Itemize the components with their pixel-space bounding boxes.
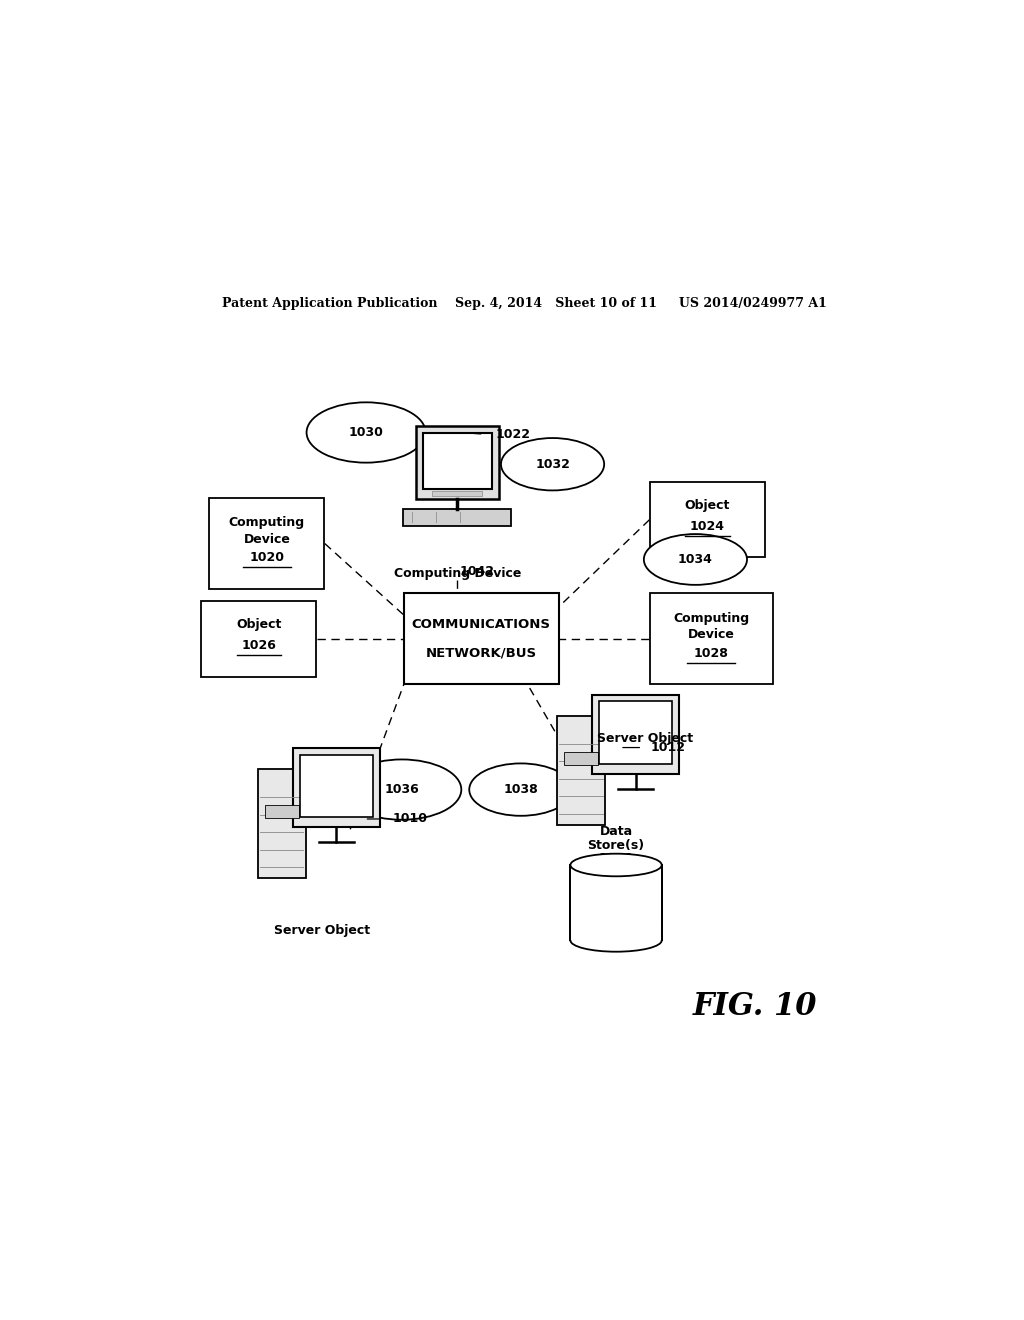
FancyBboxPatch shape bbox=[403, 508, 511, 525]
Text: Computing: Computing bbox=[228, 516, 305, 529]
Text: Device: Device bbox=[688, 628, 735, 642]
Text: 1042: 1042 bbox=[460, 565, 495, 578]
Ellipse shape bbox=[570, 854, 662, 876]
FancyBboxPatch shape bbox=[403, 593, 558, 685]
Ellipse shape bbox=[306, 403, 426, 462]
FancyBboxPatch shape bbox=[599, 701, 672, 764]
Text: 1028: 1028 bbox=[694, 647, 729, 660]
FancyBboxPatch shape bbox=[416, 426, 499, 499]
Text: 1026: 1026 bbox=[242, 639, 276, 652]
FancyBboxPatch shape bbox=[293, 748, 380, 826]
FancyBboxPatch shape bbox=[300, 755, 373, 817]
Text: Data: Data bbox=[599, 825, 633, 838]
Text: 1012: 1012 bbox=[650, 741, 685, 754]
Text: Computing Device: Computing Device bbox=[393, 568, 521, 581]
Text: 1032: 1032 bbox=[536, 458, 570, 471]
Text: Computing: Computing bbox=[673, 611, 750, 624]
Text: Store(s): Store(s) bbox=[588, 838, 645, 851]
Ellipse shape bbox=[644, 535, 748, 585]
FancyBboxPatch shape bbox=[423, 433, 492, 490]
FancyBboxPatch shape bbox=[557, 715, 605, 825]
Text: 1040: 1040 bbox=[599, 853, 634, 865]
Text: Object: Object bbox=[685, 499, 730, 512]
FancyBboxPatch shape bbox=[570, 929, 662, 952]
Text: 1024: 1024 bbox=[690, 520, 725, 533]
Text: 1036: 1036 bbox=[384, 783, 419, 796]
FancyBboxPatch shape bbox=[570, 865, 662, 940]
Ellipse shape bbox=[570, 929, 662, 952]
Ellipse shape bbox=[501, 438, 604, 491]
FancyBboxPatch shape bbox=[566, 925, 666, 940]
Text: Object: Object bbox=[237, 618, 282, 631]
Text: Device: Device bbox=[244, 533, 291, 546]
FancyBboxPatch shape bbox=[564, 751, 598, 764]
Ellipse shape bbox=[342, 759, 461, 820]
FancyBboxPatch shape bbox=[650, 482, 765, 557]
FancyBboxPatch shape bbox=[258, 768, 306, 878]
Text: 1022: 1022 bbox=[496, 428, 530, 441]
Ellipse shape bbox=[469, 763, 572, 816]
FancyBboxPatch shape bbox=[650, 593, 773, 685]
Text: 1038: 1038 bbox=[504, 783, 539, 796]
FancyBboxPatch shape bbox=[265, 805, 299, 818]
Text: NETWORK/BUS: NETWORK/BUS bbox=[426, 647, 537, 660]
Text: 1010: 1010 bbox=[392, 813, 427, 825]
Text: Patent Application Publication    Sep. 4, 2014   Sheet 10 of 11     US 2014/0249: Patent Application Publication Sep. 4, 2… bbox=[222, 297, 827, 310]
Text: 1020: 1020 bbox=[250, 552, 285, 565]
Text: Server Object: Server Object bbox=[274, 924, 371, 937]
Text: 1034: 1034 bbox=[678, 553, 713, 566]
FancyBboxPatch shape bbox=[202, 601, 316, 677]
FancyBboxPatch shape bbox=[432, 491, 482, 496]
Text: Server Object: Server Object bbox=[597, 731, 693, 744]
FancyBboxPatch shape bbox=[209, 498, 325, 589]
Text: 1030: 1030 bbox=[348, 426, 384, 440]
Text: FIG. 10: FIG. 10 bbox=[692, 991, 817, 1022]
Text: COMMUNICATIONS: COMMUNICATIONS bbox=[412, 618, 551, 631]
FancyBboxPatch shape bbox=[592, 696, 679, 774]
